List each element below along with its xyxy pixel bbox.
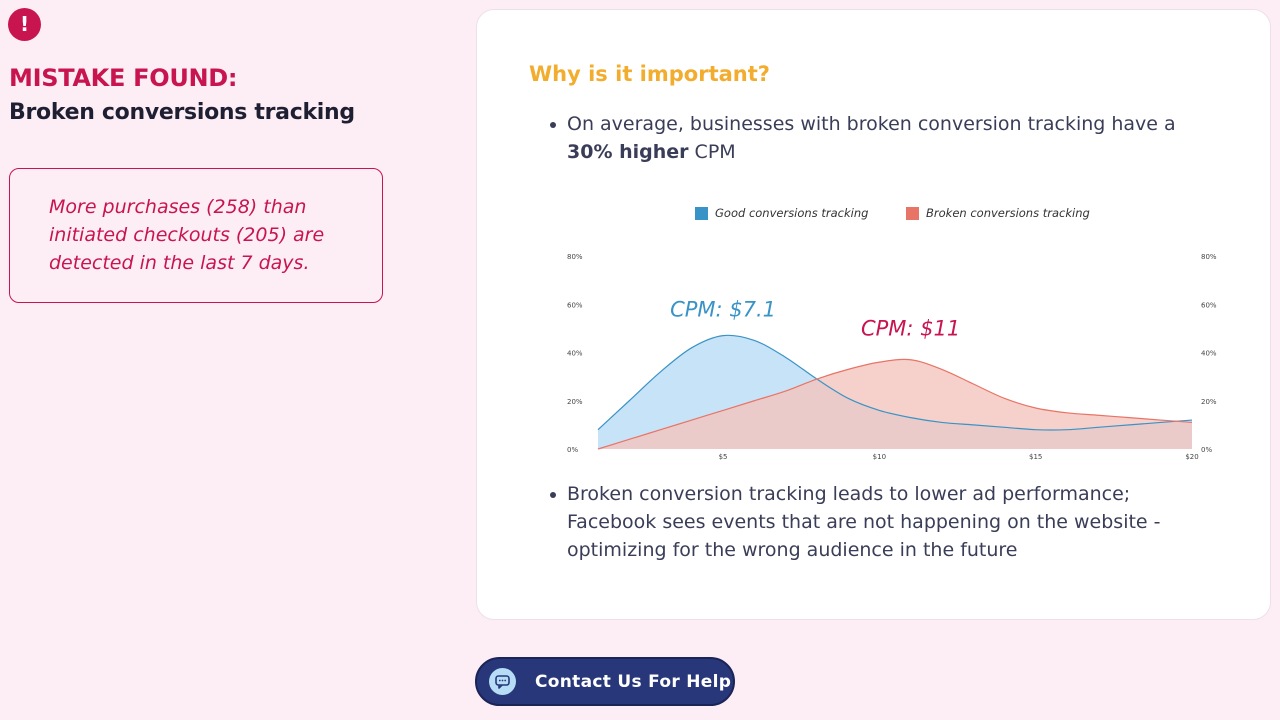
bullet-cpm: On average, businesses with broken conve…: [550, 110, 1207, 166]
y-tick-label-right: 0%: [1201, 446, 1212, 454]
importance-card: Why is it important? On average, busines…: [476, 9, 1271, 620]
y-tick-label-right: 60%: [1201, 301, 1217, 309]
series-line-1: [597, 358, 1193, 450]
x-tick-label: $15: [1029, 453, 1042, 461]
contact-us-label: Contact Us For Help: [535, 671, 732, 692]
mistake-detail-text: More purchases (258) than initiated chec…: [49, 196, 325, 274]
chat-bubble-icon: [489, 668, 516, 695]
legend-item-good: Good conversions tracking: [695, 206, 868, 220]
y-tick-label-right: 20%: [1201, 398, 1217, 406]
y-tick-label-left: 60%: [567, 301, 583, 309]
card-heading: Why is it important?: [529, 62, 770, 86]
y-tick-label-left: 40%: [567, 350, 583, 358]
series-area-1: [598, 359, 1192, 449]
bullet-cpm-bold: 30% higher: [567, 141, 689, 163]
mistake-label: MISTAKE FOUND:: [9, 64, 238, 92]
cpm-distribution-chart: 0% 0% 20% 20% 40% 40% 60% 60% 80% 80% $5 $10 $15 $20 C…: [567, 253, 1217, 461]
legend-swatch-broken: [906, 206, 919, 220]
exclamation-icon: !: [8, 8, 41, 41]
legend-swatch-good: [695, 206, 708, 220]
mistake-detail-box: More purchases (258) than initiated chec…: [9, 168, 383, 303]
series-line-0: [597, 334, 1193, 431]
y-tick-label-left: 20%: [567, 398, 583, 406]
bullet-cpm-suffix: CPM: [688, 141, 736, 163]
x-tick-label: $5: [719, 453, 728, 461]
y-tick-label-right: 80%: [1201, 253, 1217, 261]
mistake-title: Broken conversions tracking: [9, 100, 355, 125]
x-tick-label: $10: [873, 453, 886, 461]
bullet-cpm-prefix: On average, businesses with broken conve…: [567, 113, 1176, 135]
legend-label-good: Good conversions tracking: [715, 206, 869, 220]
legend-label-broken: Broken conversions tracking: [926, 206, 1090, 220]
cpm-annotation-0: CPM: $7.1: [670, 297, 776, 321]
contact-us-button[interactable]: Contact Us For Help: [475, 657, 735, 706]
y-tick-label-right: 40%: [1201, 350, 1217, 358]
cpm-annotation-1: CPM: $11: [861, 317, 960, 341]
legend-item-broken: Broken conversions tracking: [906, 206, 1090, 220]
bullet-performance: Broken conversion tracking leads to lowe…: [550, 480, 1207, 564]
y-tick-label-left: 80%: [567, 253, 583, 261]
y-tick-label-left: 0%: [567, 446, 578, 454]
x-tick-label: $20: [1185, 453, 1198, 461]
